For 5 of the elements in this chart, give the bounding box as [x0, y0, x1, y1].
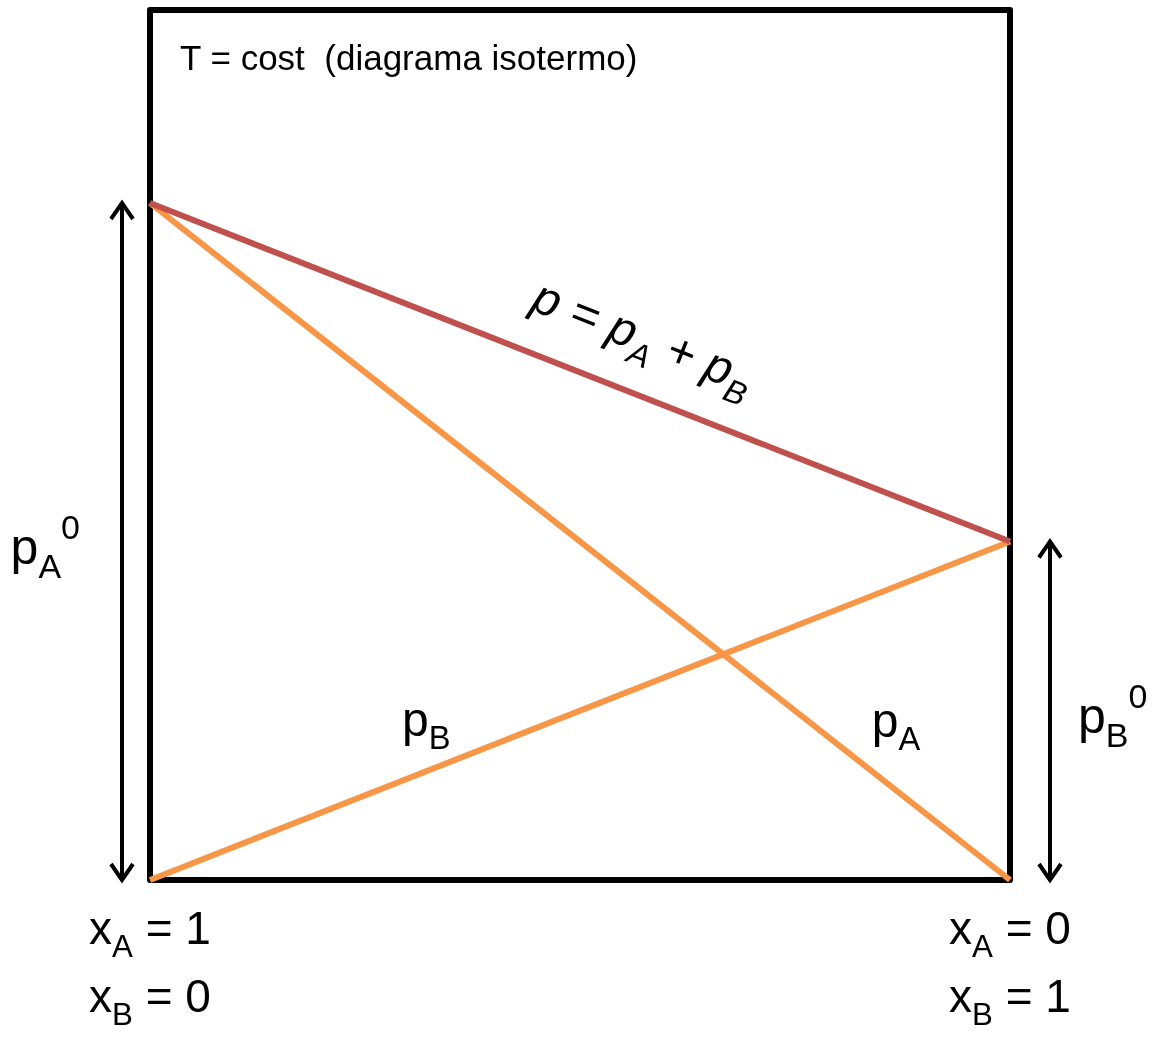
series-label: p$_{A}$ [871, 693, 921, 758]
series-label: p$_{B}$ [402, 693, 451, 757]
x-tick-label: x$_{A}$ = 1 x$_{B}$ = 0 [89, 902, 211, 1032]
x-tick-label: x$_{A}$ = 0 x$_{B}$ = 1 [949, 902, 1071, 1032]
chart-title: T = cost (diagrama isotermo) [180, 38, 638, 77]
